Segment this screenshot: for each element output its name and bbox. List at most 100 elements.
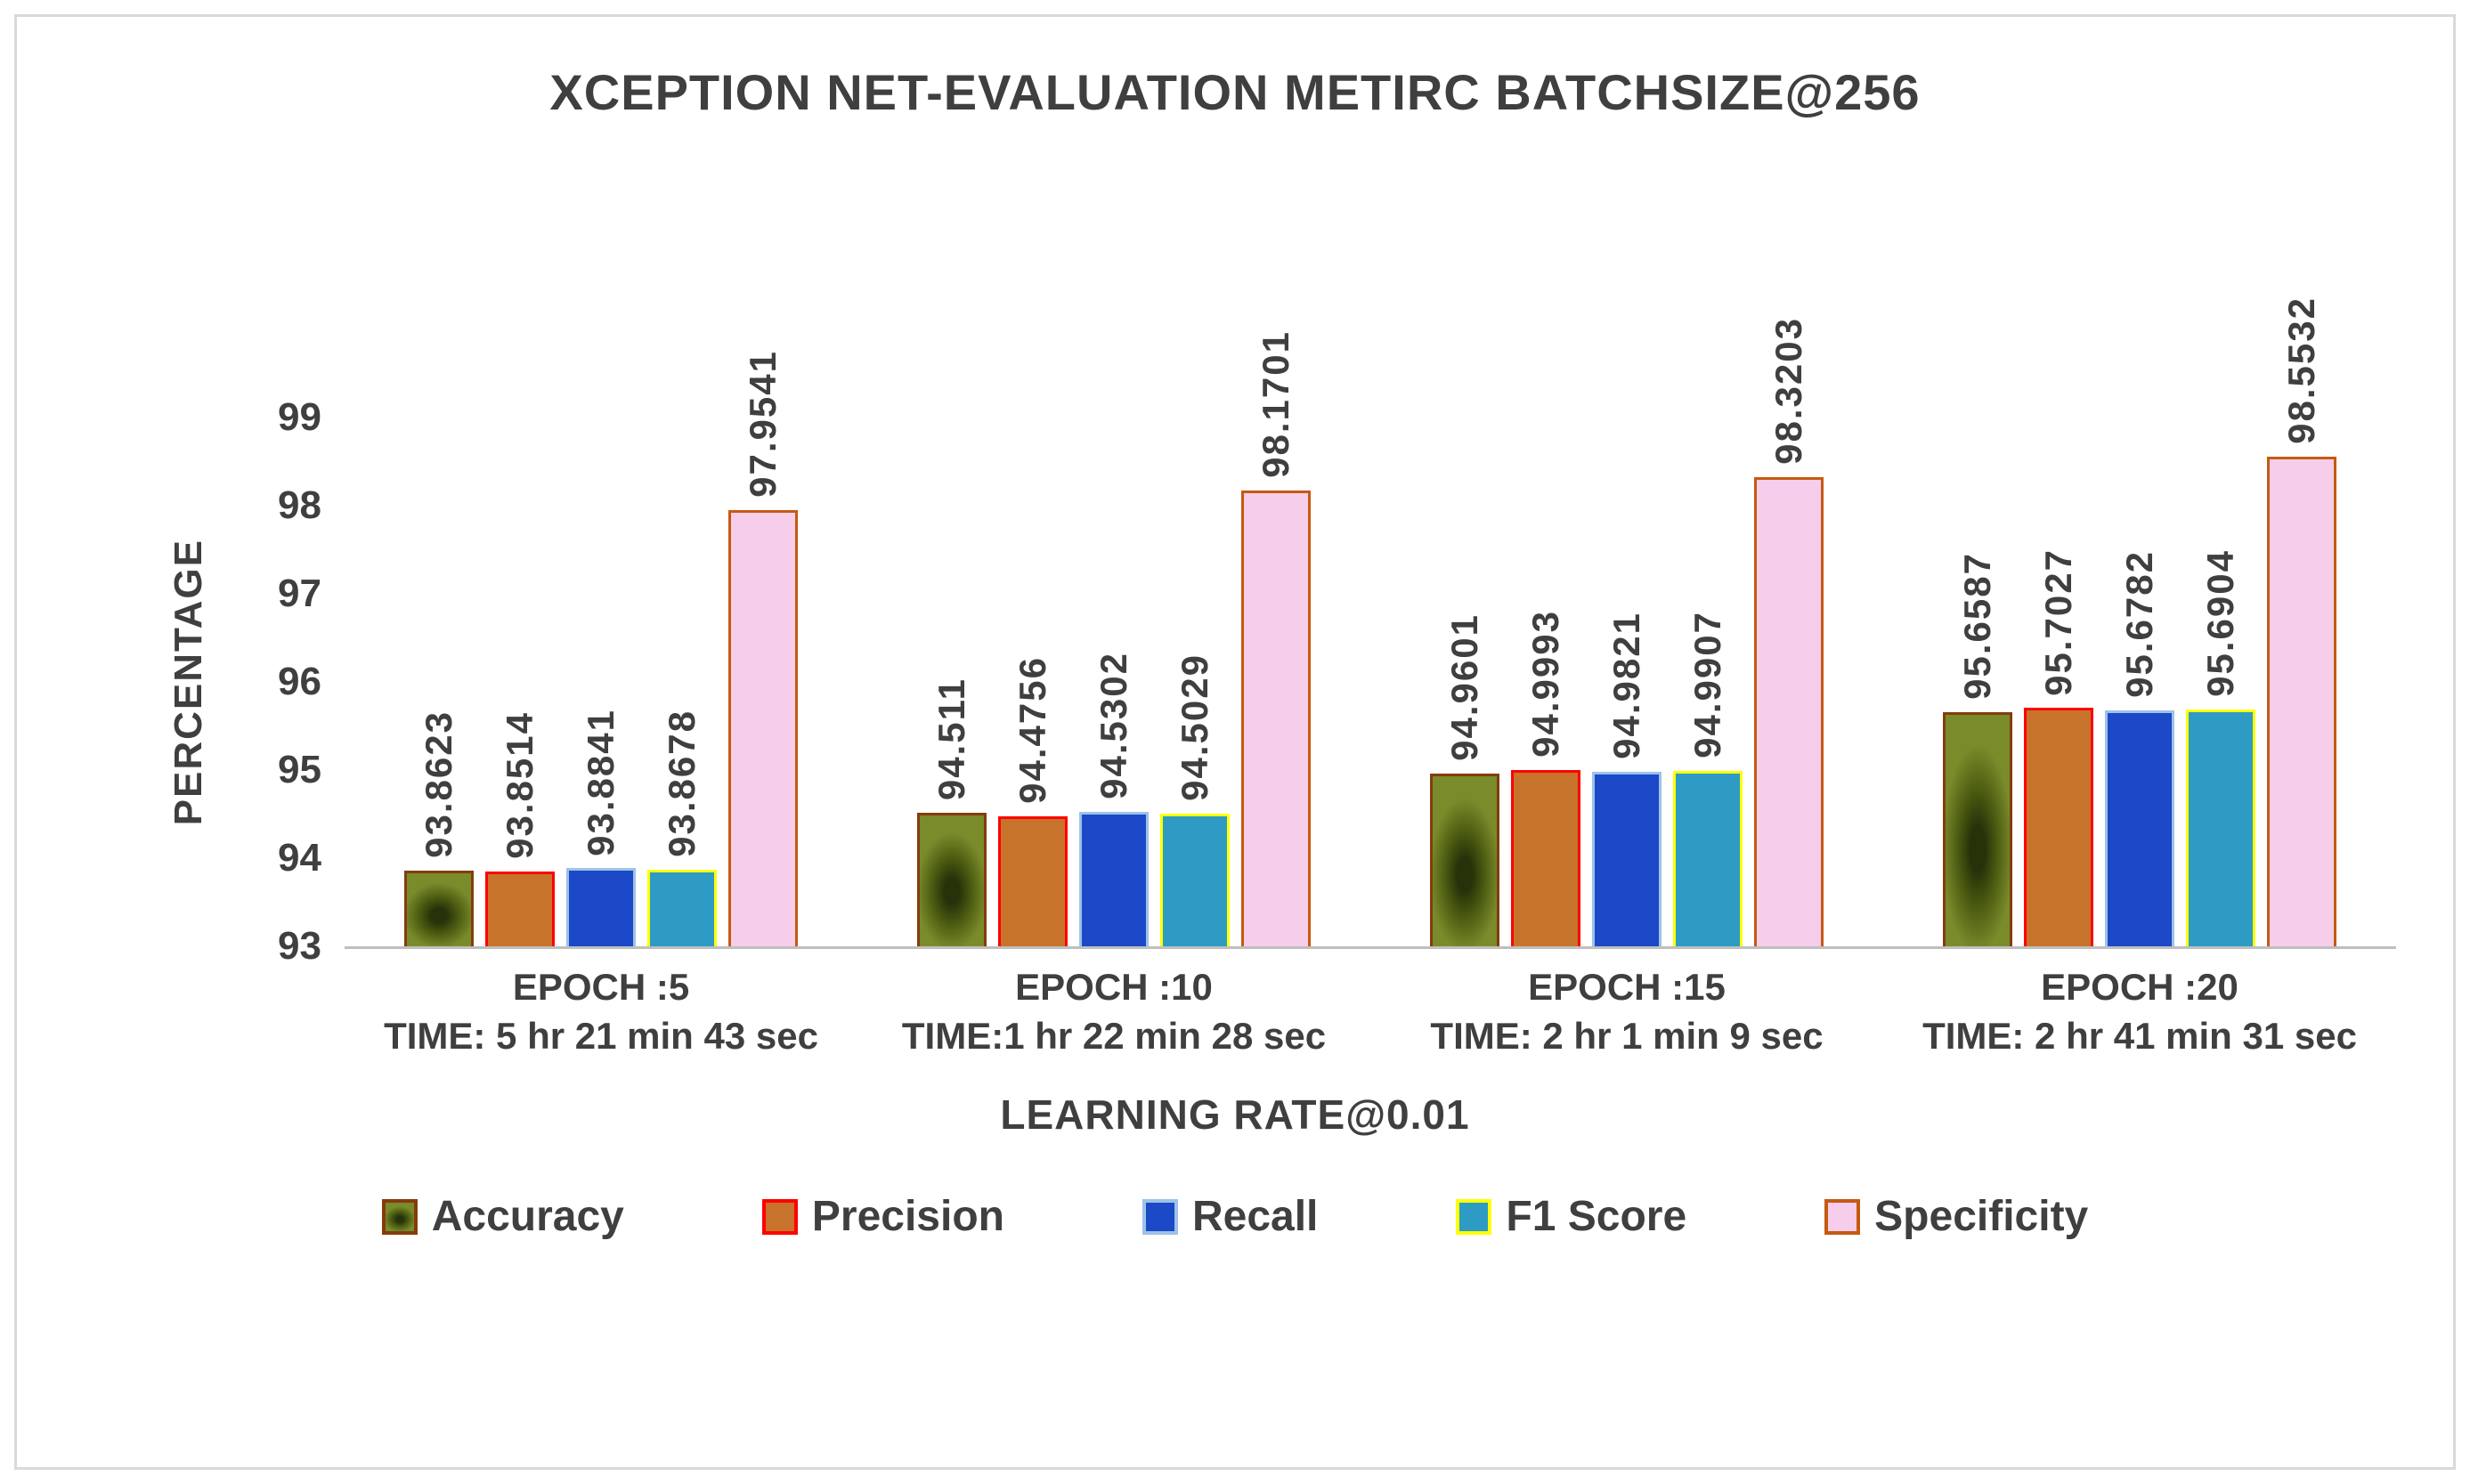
plot-area: PERCENTAGE 93 94 95 96 97 98 99 93.8623 93.8514… xyxy=(167,228,2396,966)
bar-specificity xyxy=(2267,457,2336,946)
bar-group: 94.9601 94.9993 94.9821 94.9907 98.3203 xyxy=(1386,317,1867,946)
y-tick-label: 99 xyxy=(278,395,321,439)
bar-value-label: 95.6587 xyxy=(1956,551,1998,700)
group-epoch-label: EPOCH :20 xyxy=(2041,966,2238,1008)
group-label: EPOCH :20 TIME: 2 hr 41 min 31 sec xyxy=(1922,963,2357,1060)
bar-f1-score xyxy=(647,870,717,946)
bar-value-label: 95.7027 xyxy=(2037,547,2079,696)
bar-specificity xyxy=(728,509,798,946)
bar-column: 95.6782 xyxy=(2105,550,2174,946)
bar-precision xyxy=(2024,708,2093,946)
x-axis-group-labels: EPOCH :5 TIME: 5 hr 21 min 43 sec EPOCH :1… xyxy=(345,963,2396,1060)
group-epoch-label: EPOCH :15 xyxy=(1528,966,1726,1008)
group-time-label: TIME:1 hr 22 min 28 sec xyxy=(901,1014,1327,1057)
bar-column: 97.9541 xyxy=(728,350,798,946)
bar-recall xyxy=(2105,710,2174,946)
bar-column: 94.511 xyxy=(917,677,987,946)
bar-column: 93.8623 xyxy=(404,710,474,946)
bar-column: 95.6587 xyxy=(1943,552,2012,946)
legend-label: F1 Score xyxy=(1506,1193,1687,1241)
legend-marker-icon xyxy=(381,1198,418,1235)
chart-legend: Accuracy Precision Recall F1 Score Specifici… xyxy=(17,1192,2453,1241)
bar-column: 98.3203 xyxy=(1754,317,1824,946)
bar-f1-score xyxy=(1673,770,1743,946)
y-tick-label: 97 xyxy=(278,572,321,615)
y-tick-label: 94 xyxy=(278,836,321,880)
group-epoch-label: EPOCH :5 xyxy=(512,966,690,1008)
bar-group: 95.6587 95.7027 95.6782 95.6904 98.5532 xyxy=(1899,296,2380,946)
group-epoch-label: EPOCH :10 xyxy=(1015,966,1213,1008)
bar-column: 94.9821 xyxy=(1592,612,1662,946)
legend-label: Accuracy xyxy=(431,1193,624,1241)
bar-value-label: 94.9601 xyxy=(1443,613,1485,761)
bar-precision xyxy=(1511,770,1580,946)
bar-value-label: 94.5029 xyxy=(1174,653,1215,802)
group-label: EPOCH :10 TIME:1 hr 22 min 28 sec xyxy=(902,963,1326,1060)
bar-value-label: 97.9541 xyxy=(742,349,784,498)
bar-column: 94.9993 xyxy=(1511,610,1580,946)
legend-item-f1-score: F1 Score xyxy=(1456,1192,1686,1241)
legend-marker-icon xyxy=(761,1198,798,1235)
bar-value-label: 98.3203 xyxy=(1767,317,1809,466)
bar-column: 93.8841 xyxy=(566,709,636,946)
bar-f1-score xyxy=(2186,709,2255,946)
group-label-slot: EPOCH :5 TIME: 5 hr 21 min 43 sec xyxy=(361,963,841,1060)
bar-column: 93.8514 xyxy=(485,711,555,946)
y-axis-label: PERCENTAGE xyxy=(167,538,210,826)
legend-marker-icon xyxy=(1456,1198,1492,1235)
legend-item-specificity: Specificity xyxy=(1824,1192,2088,1241)
bar-value-label: 98.1701 xyxy=(1255,330,1296,479)
bar-recall xyxy=(566,868,636,946)
bar-value-label: 94.4756 xyxy=(1012,656,1053,804)
legend-label: Precision xyxy=(811,1193,1004,1241)
chart-frame: XCEPTION NET-EVALUATION METIRC BATCHSIZE… xyxy=(14,14,2456,1470)
bar-column: 94.5302 xyxy=(1079,652,1149,946)
legend-label: Recall xyxy=(1191,1193,1319,1241)
group-label-slot: EPOCH :20 TIME: 2 hr 41 min 31 sec xyxy=(1899,963,2380,1060)
bar-group: 93.8623 93.8514 93.8841 93.8678 97.9541 xyxy=(361,350,841,946)
group-time-label: TIME: 2 hr 41 min 31 sec xyxy=(1922,1014,2357,1057)
bar-precision xyxy=(998,815,1068,946)
bar-f1-score xyxy=(1160,814,1230,946)
bar-value-label: 95.6782 xyxy=(2118,550,2160,698)
bar-accuracy xyxy=(1943,711,2012,946)
legend-label: Specificity xyxy=(1874,1193,2089,1241)
bar-column: 94.5029 xyxy=(1160,653,1230,946)
legend-marker-icon xyxy=(1824,1198,1861,1235)
legend-item-precision: Precision xyxy=(761,1192,1004,1241)
bar-accuracy xyxy=(917,813,987,946)
bar-value-label: 95.6904 xyxy=(2199,548,2241,697)
bar-value-label: 94.9821 xyxy=(1605,611,1647,759)
bar-value-label: 93.8514 xyxy=(499,710,540,859)
group-label-slot: EPOCH :10 TIME:1 hr 22 min 28 sec xyxy=(873,963,1354,1060)
plot-groups: 93.8623 93.8514 93.8841 93.8678 97.9541 94.51… xyxy=(345,228,2396,946)
chart-title: XCEPTION NET-EVALUATION METIRC BATCHSIZE… xyxy=(549,64,1921,120)
bar-recall xyxy=(1592,771,1662,946)
bar-value-label: 93.8678 xyxy=(661,710,703,858)
bar-accuracy xyxy=(1430,773,1499,946)
bar-value-label: 93.8623 xyxy=(418,710,459,858)
x-axis-title: LEARNING RATE@0.01 xyxy=(1000,1091,1470,1139)
y-tick-label: 95 xyxy=(278,748,321,791)
bar-recall xyxy=(1079,811,1149,946)
bar-column: 94.9907 xyxy=(1673,611,1743,946)
group-label-slot: EPOCH :15 TIME: 2 hr 1 min 9 sec xyxy=(1386,963,1867,1060)
y-tick-label: 98 xyxy=(278,483,321,527)
bar-value-label: 93.8841 xyxy=(580,708,622,856)
legend-item-accuracy: Accuracy xyxy=(381,1192,624,1241)
bar-column: 93.8678 xyxy=(647,710,717,946)
group-label: EPOCH :5 TIME: 5 hr 21 min 43 sec xyxy=(384,963,818,1060)
y-tick-label: 93 xyxy=(278,924,321,968)
bar-value-label: 94.511 xyxy=(930,677,972,801)
group-time-label: TIME: 2 hr 1 min 9 sec xyxy=(1430,1014,1824,1057)
y-tick-label: 96 xyxy=(278,660,321,703)
bar-column: 95.7027 xyxy=(2024,548,2093,946)
legend-item-recall: Recall xyxy=(1142,1192,1318,1241)
bar-precision xyxy=(485,871,555,946)
bar-accuracy xyxy=(404,870,474,946)
bar-specificity xyxy=(1241,491,1311,946)
group-label: EPOCH :15 TIME: 2 hr 1 min 9 sec xyxy=(1430,963,1823,1060)
bar-value-label: 94.5302 xyxy=(1093,651,1134,799)
bar-column: 95.6904 xyxy=(2186,549,2255,946)
bar-group: 94.511 94.4756 94.5302 94.5029 98.1701 xyxy=(873,330,1354,946)
